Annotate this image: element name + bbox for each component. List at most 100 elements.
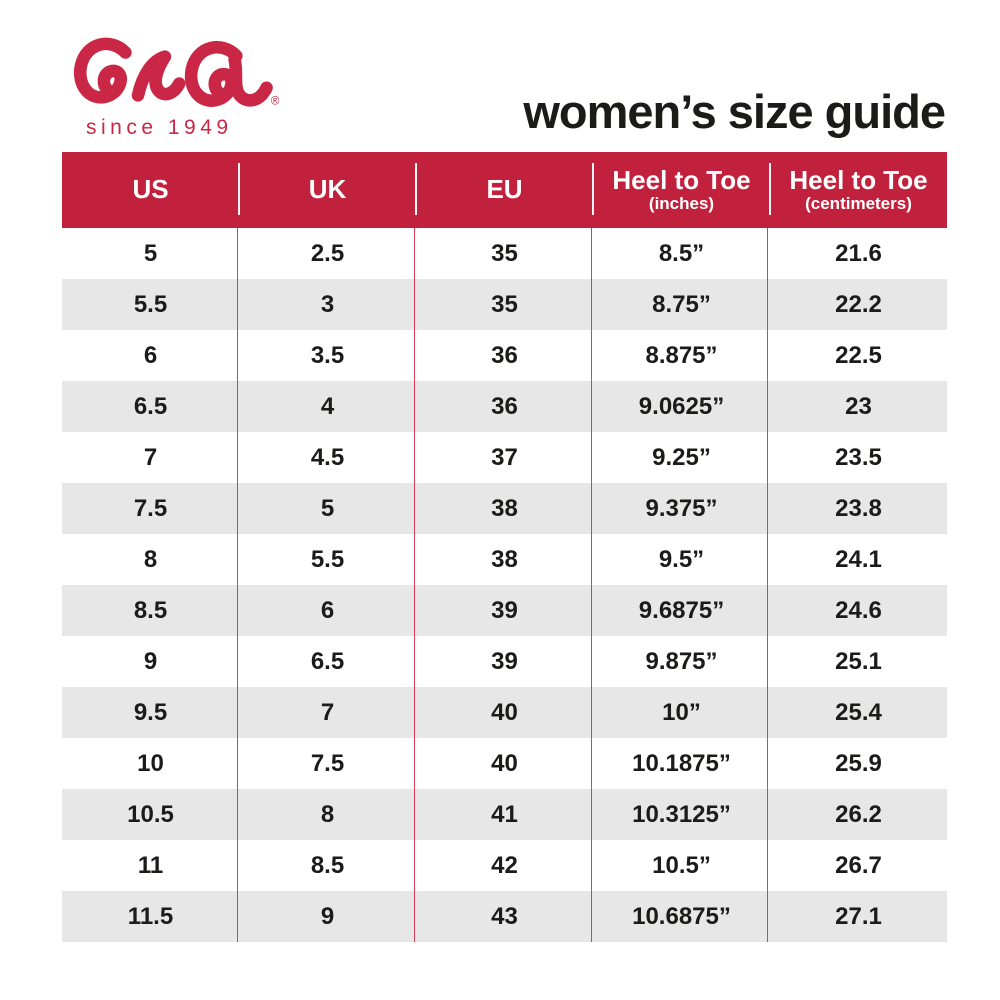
size-cell: 9.875” (645, 647, 718, 675)
column-header-heel-to-toe-inches: Heel to Toe (inches) (592, 152, 770, 228)
size-cell: 38 (491, 494, 518, 522)
size-cell: 7 (320, 698, 335, 726)
logo-letter-r (131, 50, 186, 102)
size-cell: 25.1 (835, 647, 882, 675)
size-cell: 6 (143, 341, 158, 369)
size-cell: 10.5” (652, 851, 711, 879)
table-row: 7.5 5 38 9.375” 23.8 (62, 483, 947, 534)
size-cell: 9 (320, 902, 335, 930)
table-row: 11.5 9 43 10.6875” 27.1 (62, 891, 947, 942)
column-header-label: Heel to Toe (612, 164, 751, 195)
column-header-uk: UK (238, 152, 416, 228)
table-row: 6.5 4 36 9.0625” 23 (62, 381, 947, 432)
size-cell: 5 (320, 494, 335, 522)
column-header-eu: EU (415, 152, 593, 228)
size-cell: 8.5” (658, 239, 705, 267)
size-cell: 5.5 (310, 545, 345, 573)
size-cell: 35 (491, 290, 518, 318)
size-cell: 11.5 (127, 902, 174, 930)
size-cell: 11 (137, 851, 164, 879)
size-cell: 7 (143, 443, 158, 471)
table-row: 9 6.5 39 9.875” 25.1 (62, 636, 947, 687)
table-row: 7 4.5 37 9.25” 23.5 (62, 432, 947, 483)
page-title: women’s size guide (523, 85, 946, 138)
size-cell: 26.7 (835, 851, 882, 879)
size-cell: 5 (143, 239, 158, 267)
size-cell: 25.9 (835, 749, 882, 777)
column-header-label: UK (308, 174, 347, 205)
logo-letter-a2 (184, 41, 243, 107)
size-cell: 6 (320, 596, 335, 624)
size-cell: 8.5 (133, 596, 168, 624)
size-cell: 9.25” (652, 443, 711, 471)
size-cell: 35 (491, 239, 518, 267)
size-cell: 24.6 (835, 596, 882, 624)
ara-logo-icon: ® (73, 37, 280, 108)
column-header-label: Heel to Toe (789, 164, 928, 195)
size-cell: 36 (491, 341, 518, 369)
column-header-heel-to-toe-centimeters: Heel to Toe (centimeters) (769, 152, 947, 228)
table-header-row: US UK EU Heel to Toe (inches) Heel to To… (62, 152, 947, 228)
size-cell: 9.6875” (638, 596, 725, 624)
size-cell: 5.5 (133, 290, 168, 318)
size-cell: 8 (320, 800, 335, 828)
size-cell: 4.5 (310, 443, 345, 471)
size-cell: 7.5 (310, 749, 345, 777)
size-cell: 38 (491, 545, 518, 573)
table-row: 5.5 3 35 8.75” 22.2 (62, 279, 947, 330)
size-cell: 10.5 (127, 800, 174, 828)
size-cell: 25.4 (835, 698, 882, 726)
size-cell: 9.375” (645, 494, 718, 522)
size-cell: 23 (845, 392, 872, 420)
size-cell: 24.1 (835, 545, 882, 573)
size-cell: 10” (662, 698, 701, 726)
column-header-sublabel: (inches) (648, 193, 715, 213)
size-cell: 8.75” (652, 290, 711, 318)
table-row: 10.5 8 41 10.3125” 26.2 (62, 789, 947, 840)
size-cell: 39 (491, 596, 518, 624)
column-header-us: US (62, 152, 239, 228)
size-cell: 10 (137, 749, 164, 777)
size-cell: 42 (491, 851, 518, 879)
table-row: 6 3.5 36 8.875” 22.5 (62, 330, 947, 381)
table-row: 8 5.5 38 9.5” 24.1 (62, 534, 947, 585)
size-cell: 10.1875” (632, 749, 731, 777)
size-cell: 39 (491, 647, 518, 675)
size-cell: 6.5 (310, 647, 345, 675)
column-header-label: EU (486, 174, 523, 205)
size-cell: 3.5 (310, 341, 345, 369)
column-header-label: US (132, 174, 169, 205)
size-cell: 22.2 (835, 290, 882, 318)
size-cell: 9.0625” (638, 392, 725, 420)
table-row: 10 7.5 40 10.1875” 25.9 (62, 738, 947, 789)
size-cell: 21.6 (835, 239, 882, 267)
brand-tagline: since 1949 (86, 116, 233, 139)
size-cell: 3 (320, 290, 335, 318)
size-cell: 36 (491, 392, 518, 420)
brand-logo: ® since 1949 (60, 34, 320, 140)
registered-mark: ® (271, 95, 280, 108)
size-cell: 10.6875” (632, 902, 731, 930)
size-cell: 22.5 (835, 341, 882, 369)
logo-letter-a2-tail (228, 52, 273, 107)
logo-letter-a1 (73, 37, 132, 104)
size-cell: 26.2 (835, 800, 882, 828)
table-body: 5 2.5 35 8.5” 21.6 5.5 3 35 8.75” 22.2 6 3.5 36 8.875… (62, 228, 947, 942)
size-cell: 2.5 (310, 239, 345, 267)
table-row: 8.5 6 39 9.6875” 24.6 (62, 585, 947, 636)
table-row: 5 2.5 35 8.5” 21.6 (62, 228, 947, 279)
size-cell: 23.8 (835, 494, 882, 522)
size-cell: 4 (320, 392, 335, 420)
size-cell: 27.1 (835, 902, 882, 930)
size-cell: 37 (491, 443, 518, 471)
size-cell: 41 (491, 800, 518, 828)
size-cell: 9 (143, 647, 158, 675)
table-row: 9.5 7 40 10” 25.4 (62, 687, 947, 738)
size-cell: 23.5 (835, 443, 882, 471)
size-cell: 6.5 (133, 392, 168, 420)
size-cell: 8 (143, 545, 158, 573)
size-cell: 7.5 (133, 494, 168, 522)
size-cell: 40 (491, 749, 518, 777)
size-cell: 8.5 (310, 851, 345, 879)
